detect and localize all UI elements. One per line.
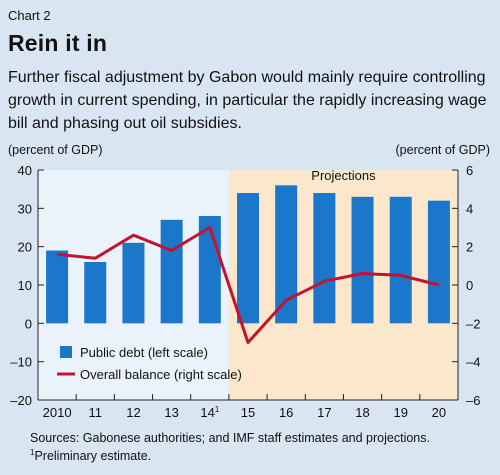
debt-bar [122, 242, 145, 324]
right-tick-label: 4 [466, 201, 473, 216]
right-axis-unit-label: (percent of GDP) [395, 143, 490, 157]
left-tick-label: –20 [10, 393, 32, 408]
footnote: 1Preliminary estimate. [30, 448, 151, 463]
balance-line [56, 226, 440, 344]
legend-debt-label: Public debt (left scale) [80, 345, 208, 360]
x-tick-label: 17 [317, 405, 331, 420]
chart-label: Chart 2 [8, 8, 51, 23]
x-tick-label: 18 [355, 405, 369, 420]
right-tick-label: 6 [466, 163, 473, 178]
debt-bar [427, 200, 450, 324]
left-tick-label: 20 [18, 240, 32, 255]
x-tick-label: 141 [200, 405, 219, 420]
chart-subtitle: Further fiscal adjustment by Gabon would… [8, 69, 487, 132]
x-tick-label: 12 [126, 405, 140, 420]
x-tick-footnote-mark: 1 [215, 405, 220, 414]
projection-region [228, 170, 458, 400]
footnote-text: Preliminary estimate. [34, 449, 152, 464]
plot-layer: Projections–20–10010203040–6–4–202462010… [10, 163, 480, 420]
x-tick-label: 11 [89, 405, 103, 420]
left-tick-label: 40 [18, 163, 32, 178]
debt-bar [237, 193, 259, 324]
debt-bar [351, 196, 374, 324]
left-axis-unit-label: (percent of GDP) [8, 143, 103, 157]
left-tick-label: 0 [25, 316, 32, 331]
chart-title: Rein it in [8, 30, 108, 56]
debt-bar [84, 262, 107, 324]
debt-bar [160, 219, 183, 324]
x-tick-label: 2010 [43, 405, 72, 420]
right-tick-label: 2 [466, 240, 473, 255]
x-tick-label: 16 [279, 405, 293, 420]
x-tick-label: 20 [432, 405, 446, 420]
debt-bar [389, 196, 412, 324]
debt-bar [46, 250, 69, 324]
right-tick-label: –6 [466, 393, 480, 408]
left-tick-label: 30 [18, 201, 32, 216]
legend-balance-label: Overall balance (right scale) [80, 367, 242, 382]
debt-bar [275, 185, 298, 324]
debt-bar [313, 193, 336, 324]
legend-debt-swatch [60, 346, 72, 358]
x-tick-label: 13 [164, 405, 178, 420]
right-tick-label: –2 [466, 316, 480, 331]
right-tick-label: –4 [466, 355, 480, 370]
source-note: Sources: Gabonese authorities; and IMF s… [30, 431, 430, 445]
left-tick-label: –10 [10, 355, 32, 370]
x-tick-label: 15 [241, 405, 255, 420]
right-tick-label: 0 [466, 278, 473, 293]
x-tick-label: 19 [393, 405, 407, 420]
left-tick-label: 10 [18, 278, 32, 293]
projection-label: Projections [311, 168, 376, 183]
footnote-mark: 1 [30, 448, 35, 457]
